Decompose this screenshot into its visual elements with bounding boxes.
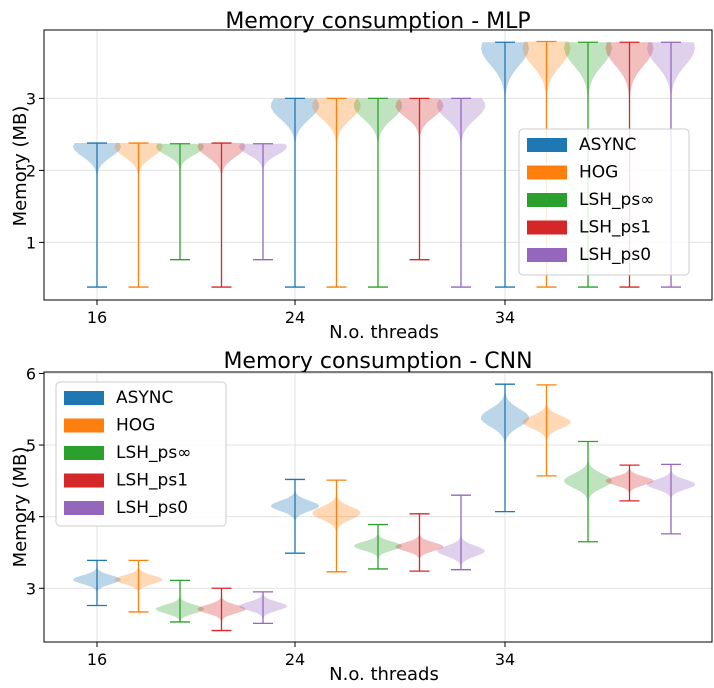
legend-label: HOG	[116, 416, 155, 436]
violin	[481, 383, 529, 513]
violin	[197, 587, 246, 632]
x-tick-label: 16	[87, 650, 107, 669]
x-ticks: 16 24 34	[87, 642, 515, 669]
legend-swatch	[527, 248, 567, 262]
violin	[564, 440, 612, 543]
y-axis-label: Memory (MB)	[10, 447, 31, 568]
violin	[437, 97, 485, 288]
violin	[239, 591, 287, 625]
legend-swatch	[527, 138, 567, 152]
legend: ASYNC HOG LSH_ps∞ LSH_ps1 LSH_ps0	[518, 128, 690, 276]
violin	[312, 97, 361, 288]
legend-entry: LSH_ps1	[527, 218, 651, 238]
legend-label: ASYNC	[579, 135, 636, 155]
violin	[354, 523, 402, 570]
violin	[605, 464, 654, 502]
y-tick-label: 3	[26, 89, 36, 108]
violins	[73, 383, 695, 632]
legend-label: LSH_ps∞	[116, 443, 191, 463]
legend-label: LSH_ps∞	[579, 190, 654, 210]
x-tick-label: 24	[285, 650, 305, 669]
x-tick-label: 34	[495, 650, 515, 669]
x-ticks: 16 24 34	[87, 300, 515, 327]
legend: ASYNC HOG LSH_ps∞ LSH_ps1 LSH_ps0	[55, 381, 227, 527]
legend-entry: ASYNC	[527, 135, 636, 155]
legend-entry: LSH_ps∞	[527, 190, 654, 210]
violin	[156, 143, 204, 261]
violin	[312, 479, 361, 573]
legend-entry: HOG	[527, 163, 618, 183]
violin	[395, 513, 444, 572]
legend-swatch	[64, 446, 104, 460]
legend-label: LSH_ps0	[116, 498, 188, 518]
legend-swatch	[64, 473, 104, 488]
legend-entry: HOG	[64, 416, 155, 436]
y-ticks: 3 4 5 6	[26, 364, 44, 598]
legend-label: LSH_ps1	[579, 218, 651, 238]
y-tick-label: 3	[26, 579, 36, 598]
y-ticks: 1 2 3	[26, 89, 44, 252]
violin	[522, 384, 571, 477]
x-tick-label: 34	[495, 308, 515, 327]
legend-box	[55, 381, 227, 527]
violin	[156, 579, 204, 623]
x-tick-label: 24	[285, 308, 305, 327]
chart-title: Memory consumption - CNN	[223, 349, 532, 374]
violin	[354, 97, 402, 288]
x-tick-label: 16	[87, 308, 107, 327]
violin	[271, 478, 319, 554]
legend-label: LSH_ps0	[579, 245, 651, 265]
violin	[73, 142, 121, 288]
legend-entry: LSH_ps1	[64, 471, 188, 491]
chart-mlp: Memory consumption - MLP N.o. threads Me…	[10, 9, 713, 343]
y-tick-label: 6	[26, 364, 36, 383]
violin	[239, 143, 287, 261]
x-axis-label: N.o. threads	[329, 322, 439, 343]
y-tick-label: 4	[26, 508, 36, 527]
legend-label: HOG	[579, 163, 618, 183]
y-tick-label: 1	[26, 233, 36, 252]
violin	[481, 41, 529, 288]
violin	[437, 494, 485, 571]
legend-swatch	[64, 501, 104, 515]
legend-entry: LSH_ps0	[527, 245, 651, 265]
x-axis-label: N.o. threads	[329, 664, 439, 684]
y-tick-label: 2	[26, 161, 36, 180]
violin	[114, 559, 163, 613]
legend-entry: ASYNC	[64, 388, 173, 408]
legend-swatch	[64, 418, 104, 433]
legend-label: ASYNC	[116, 388, 173, 408]
legend-swatch	[527, 193, 567, 207]
legend-swatch	[527, 165, 567, 180]
plot-frame	[43, 29, 713, 301]
legend-label: LSH_ps1	[116, 471, 188, 491]
legend-swatch	[64, 391, 104, 405]
legend-entry: LSH_ps∞	[64, 443, 191, 463]
y-axis-label: Memory (MB)	[10, 106, 31, 227]
y-tick-label: 5	[26, 436, 36, 455]
violin	[114, 142, 163, 288]
plot-frame	[43, 371, 713, 643]
legend-entry: LSH_ps0	[64, 498, 188, 518]
legend-swatch	[527, 220, 567, 235]
chart-cnn: Memory consumption - CNN N.o. threads Me…	[10, 349, 713, 685]
violin	[647, 463, 695, 535]
violin	[271, 97, 319, 288]
violin	[197, 142, 246, 288]
violin	[395, 97, 444, 261]
violin	[73, 559, 121, 607]
